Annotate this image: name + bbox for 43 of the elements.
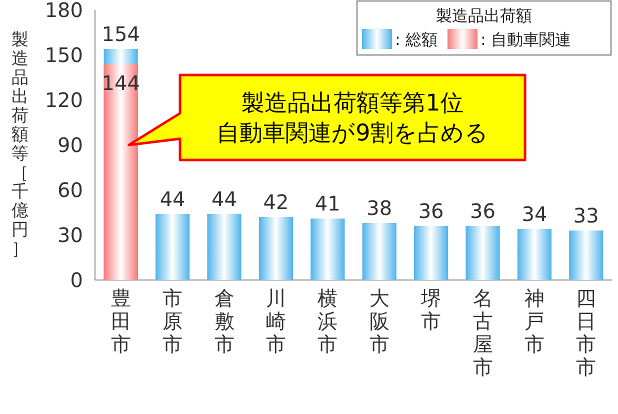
y-tick-label: 180 — [44, 0, 83, 22]
data-label: 36 — [470, 199, 496, 223]
annotation: 製造品出荷額等第1位 — [242, 90, 464, 116]
data-label: 42 — [263, 190, 289, 214]
y-tick-label: 150 — [44, 43, 83, 67]
x-tick-label: 神戸市 — [524, 286, 544, 356]
data-label: 44 — [212, 187, 237, 211]
legend-label: : 総額 — [395, 30, 438, 49]
x-tick-label: 川崎市 — [266, 286, 286, 356]
data-label: 34 — [522, 202, 548, 226]
data-label: 44 — [160, 187, 186, 211]
x-tick-label: 市原市 — [162, 286, 183, 356]
x-tick-label: 名古屋市 — [472, 286, 493, 379]
bar — [517, 229, 552, 280]
legend-label: : 自動車関連 — [480, 30, 571, 49]
y-tick-label: 60 — [58, 178, 83, 202]
data-label: 36 — [418, 199, 444, 223]
x-tick-label: 堺市 — [420, 286, 442, 333]
bar — [310, 218, 345, 280]
bar — [362, 223, 396, 280]
x-tick-label: 豊田市 — [110, 286, 131, 356]
bar — [466, 226, 500, 280]
annotation: 自動車関連が9割を占める — [216, 120, 488, 146]
data-label: 154 — [102, 22, 140, 46]
legend-title: 製造品出荷額 — [436, 6, 532, 25]
data-label: 33 — [573, 204, 599, 228]
y-tick-label: 90 — [58, 133, 83, 157]
data-label: 144 — [102, 71, 140, 95]
bar — [569, 230, 604, 280]
text: 製造品出荷額等［千億円］ — [12, 30, 28, 259]
bar — [258, 217, 294, 280]
x-tick-label: 四日市市 — [576, 286, 596, 379]
x-tick-label: 大阪市 — [369, 286, 390, 356]
x-tick-label: 横浜市 — [318, 286, 338, 356]
bar — [207, 214, 242, 280]
x-tick-label: 倉敷市 — [214, 286, 234, 356]
y-tick-label: 120 — [44, 88, 83, 112]
y-tick-label: 30 — [58, 223, 83, 247]
data-label: 38 — [366, 196, 392, 220]
bar — [414, 226, 448, 280]
y-tick-label: 0 — [70, 268, 83, 292]
bar — [155, 214, 190, 280]
data-label: 41 — [314, 192, 340, 216]
